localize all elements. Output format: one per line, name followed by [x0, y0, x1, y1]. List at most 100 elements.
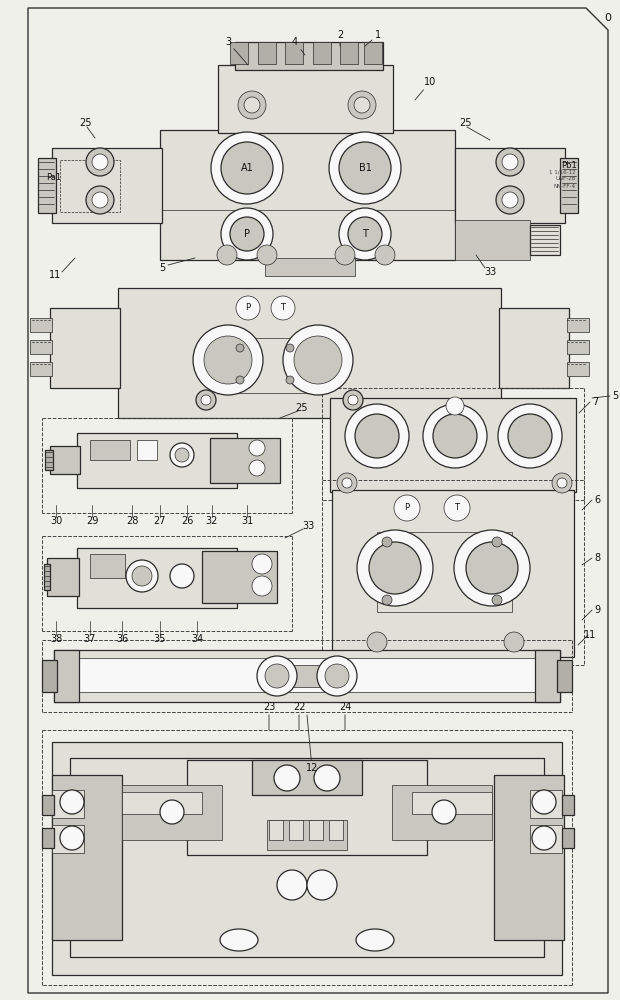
Circle shape: [274, 765, 300, 791]
Circle shape: [502, 192, 518, 208]
Circle shape: [329, 132, 401, 204]
Text: 34: 34: [191, 634, 203, 644]
Text: 20: 20: [0, 999, 1, 1000]
Bar: [42, 828, 54, 848]
Circle shape: [454, 530, 530, 606]
Circle shape: [394, 495, 420, 521]
Bar: [187, 760, 427, 855]
Text: 25: 25: [459, 118, 471, 128]
Circle shape: [348, 395, 358, 405]
Circle shape: [236, 296, 260, 320]
Circle shape: [257, 656, 297, 696]
Circle shape: [496, 186, 524, 214]
Circle shape: [283, 325, 353, 395]
Circle shape: [508, 414, 552, 458]
Text: 23: 23: [263, 702, 275, 730]
Text: 11: 11: [49, 270, 61, 280]
Bar: [52, 742, 562, 975]
Bar: [77, 433, 237, 488]
Circle shape: [342, 478, 352, 488]
Circle shape: [277, 870, 307, 900]
Text: 21: 21: [0, 999, 1, 1000]
Text: 21: 21: [0, 999, 1, 1000]
Circle shape: [221, 208, 273, 260]
Bar: [377, 532, 512, 612]
Text: Pa1: Pa1: [46, 174, 61, 182]
Circle shape: [193, 325, 263, 395]
Text: B1: B1: [358, 163, 371, 173]
Text: 30: 30: [50, 516, 62, 526]
Circle shape: [221, 142, 273, 194]
Text: 38: 38: [50, 634, 62, 644]
Circle shape: [92, 154, 108, 170]
Circle shape: [317, 656, 357, 696]
Bar: [289, 820, 303, 840]
Circle shape: [557, 478, 567, 488]
Bar: [60, 160, 120, 212]
Bar: [530, 790, 562, 818]
Bar: [122, 785, 222, 840]
Bar: [52, 775, 122, 940]
Circle shape: [132, 566, 152, 586]
Circle shape: [382, 537, 392, 547]
Text: A1: A1: [241, 163, 254, 173]
Circle shape: [552, 473, 572, 493]
Bar: [160, 130, 455, 260]
Circle shape: [86, 148, 114, 176]
Text: 26: 26: [181, 516, 193, 526]
Text: 6: 6: [594, 495, 600, 505]
Circle shape: [357, 530, 433, 606]
Circle shape: [60, 790, 84, 814]
Text: T: T: [280, 304, 285, 312]
Bar: [230, 42, 248, 64]
Bar: [258, 42, 276, 64]
Text: P: P: [246, 304, 250, 312]
Circle shape: [201, 395, 211, 405]
Circle shape: [433, 414, 477, 458]
Text: 25: 25: [79, 118, 91, 128]
Circle shape: [294, 336, 342, 384]
Circle shape: [236, 344, 244, 352]
Circle shape: [339, 142, 391, 194]
Text: 29: 29: [86, 516, 98, 526]
Circle shape: [345, 404, 409, 468]
Bar: [38, 158, 56, 213]
Bar: [329, 820, 343, 840]
Circle shape: [60, 826, 84, 850]
Circle shape: [446, 397, 464, 415]
Text: Pb1: Pb1: [561, 160, 577, 169]
Bar: [233, 338, 313, 393]
Circle shape: [496, 148, 524, 176]
Bar: [557, 660, 572, 692]
Text: 8: 8: [594, 553, 600, 563]
Circle shape: [238, 91, 266, 119]
Bar: [118, 288, 501, 418]
Circle shape: [532, 790, 556, 814]
Bar: [499, 308, 569, 388]
Text: 3: 3: [225, 37, 248, 65]
Text: 33: 33: [484, 267, 496, 277]
Circle shape: [466, 542, 518, 594]
Circle shape: [160, 800, 184, 824]
Bar: [52, 790, 84, 818]
Circle shape: [382, 595, 392, 605]
Bar: [455, 148, 565, 223]
Circle shape: [367, 632, 387, 652]
Bar: [77, 548, 237, 608]
Bar: [90, 554, 125, 578]
Circle shape: [325, 664, 349, 688]
Text: 22: 22: [293, 702, 305, 730]
Text: 2: 2: [337, 30, 343, 46]
Circle shape: [335, 245, 355, 265]
Bar: [340, 42, 358, 64]
Ellipse shape: [356, 929, 394, 951]
Bar: [45, 450, 53, 470]
Circle shape: [423, 404, 487, 468]
Bar: [30, 362, 52, 376]
Circle shape: [230, 217, 264, 251]
Text: 4: 4: [292, 37, 305, 55]
Bar: [287, 665, 327, 687]
Circle shape: [504, 632, 524, 652]
Text: 14: 14: [0, 999, 1, 1000]
Text: 10: 10: [415, 77, 436, 100]
